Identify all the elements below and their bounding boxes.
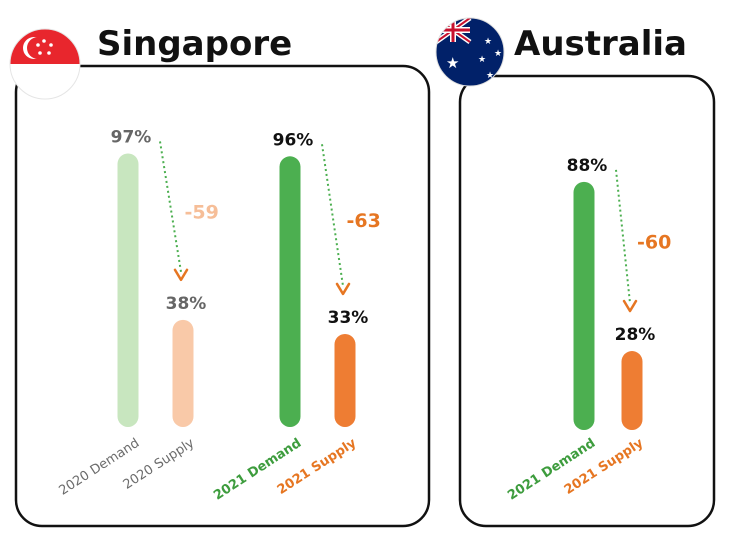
singapore-panel-frame	[14, 64, 431, 528]
arrow-head	[173, 268, 189, 282]
bar	[334, 333, 356, 427]
chart-title: Singapore	[97, 24, 292, 64]
data-label: 97%	[111, 127, 152, 147]
bar	[279, 156, 301, 427]
bar	[573, 181, 595, 430]
data-label: 88%	[567, 156, 608, 176]
chart-title: Australia	[514, 24, 687, 64]
difference-arrow	[159, 141, 182, 272]
bar	[172, 319, 194, 427]
difference-arrow	[321, 144, 344, 287]
australia-flag-icon: ★ ★ ★ ★ ★	[435, 17, 505, 87]
data-label: 38%	[166, 294, 207, 314]
singapore-flag-icon	[9, 28, 81, 100]
bar	[117, 153, 139, 427]
bar	[621, 351, 643, 430]
svg-text:★: ★	[494, 49, 502, 59]
australia-panel-frame	[458, 74, 716, 528]
difference-arrow	[615, 169, 631, 304]
svg-text:★: ★	[484, 37, 492, 47]
category-label: 2021 Demand	[211, 436, 304, 504]
data-label: 28%	[615, 325, 656, 345]
svg-text:★: ★	[486, 71, 494, 81]
difference-label: -60	[637, 231, 671, 253]
difference-label: -63	[347, 210, 381, 232]
svg-text:★: ★	[446, 54, 459, 72]
svg-text:★: ★	[478, 55, 486, 65]
data-label: 33%	[328, 308, 369, 328]
difference-label: -59	[185, 202, 219, 224]
singapore-panel: Singapore	[9, 24, 431, 528]
arrow-head	[622, 299, 638, 313]
arrow-head	[335, 282, 351, 296]
data-label: 96%	[273, 130, 314, 150]
